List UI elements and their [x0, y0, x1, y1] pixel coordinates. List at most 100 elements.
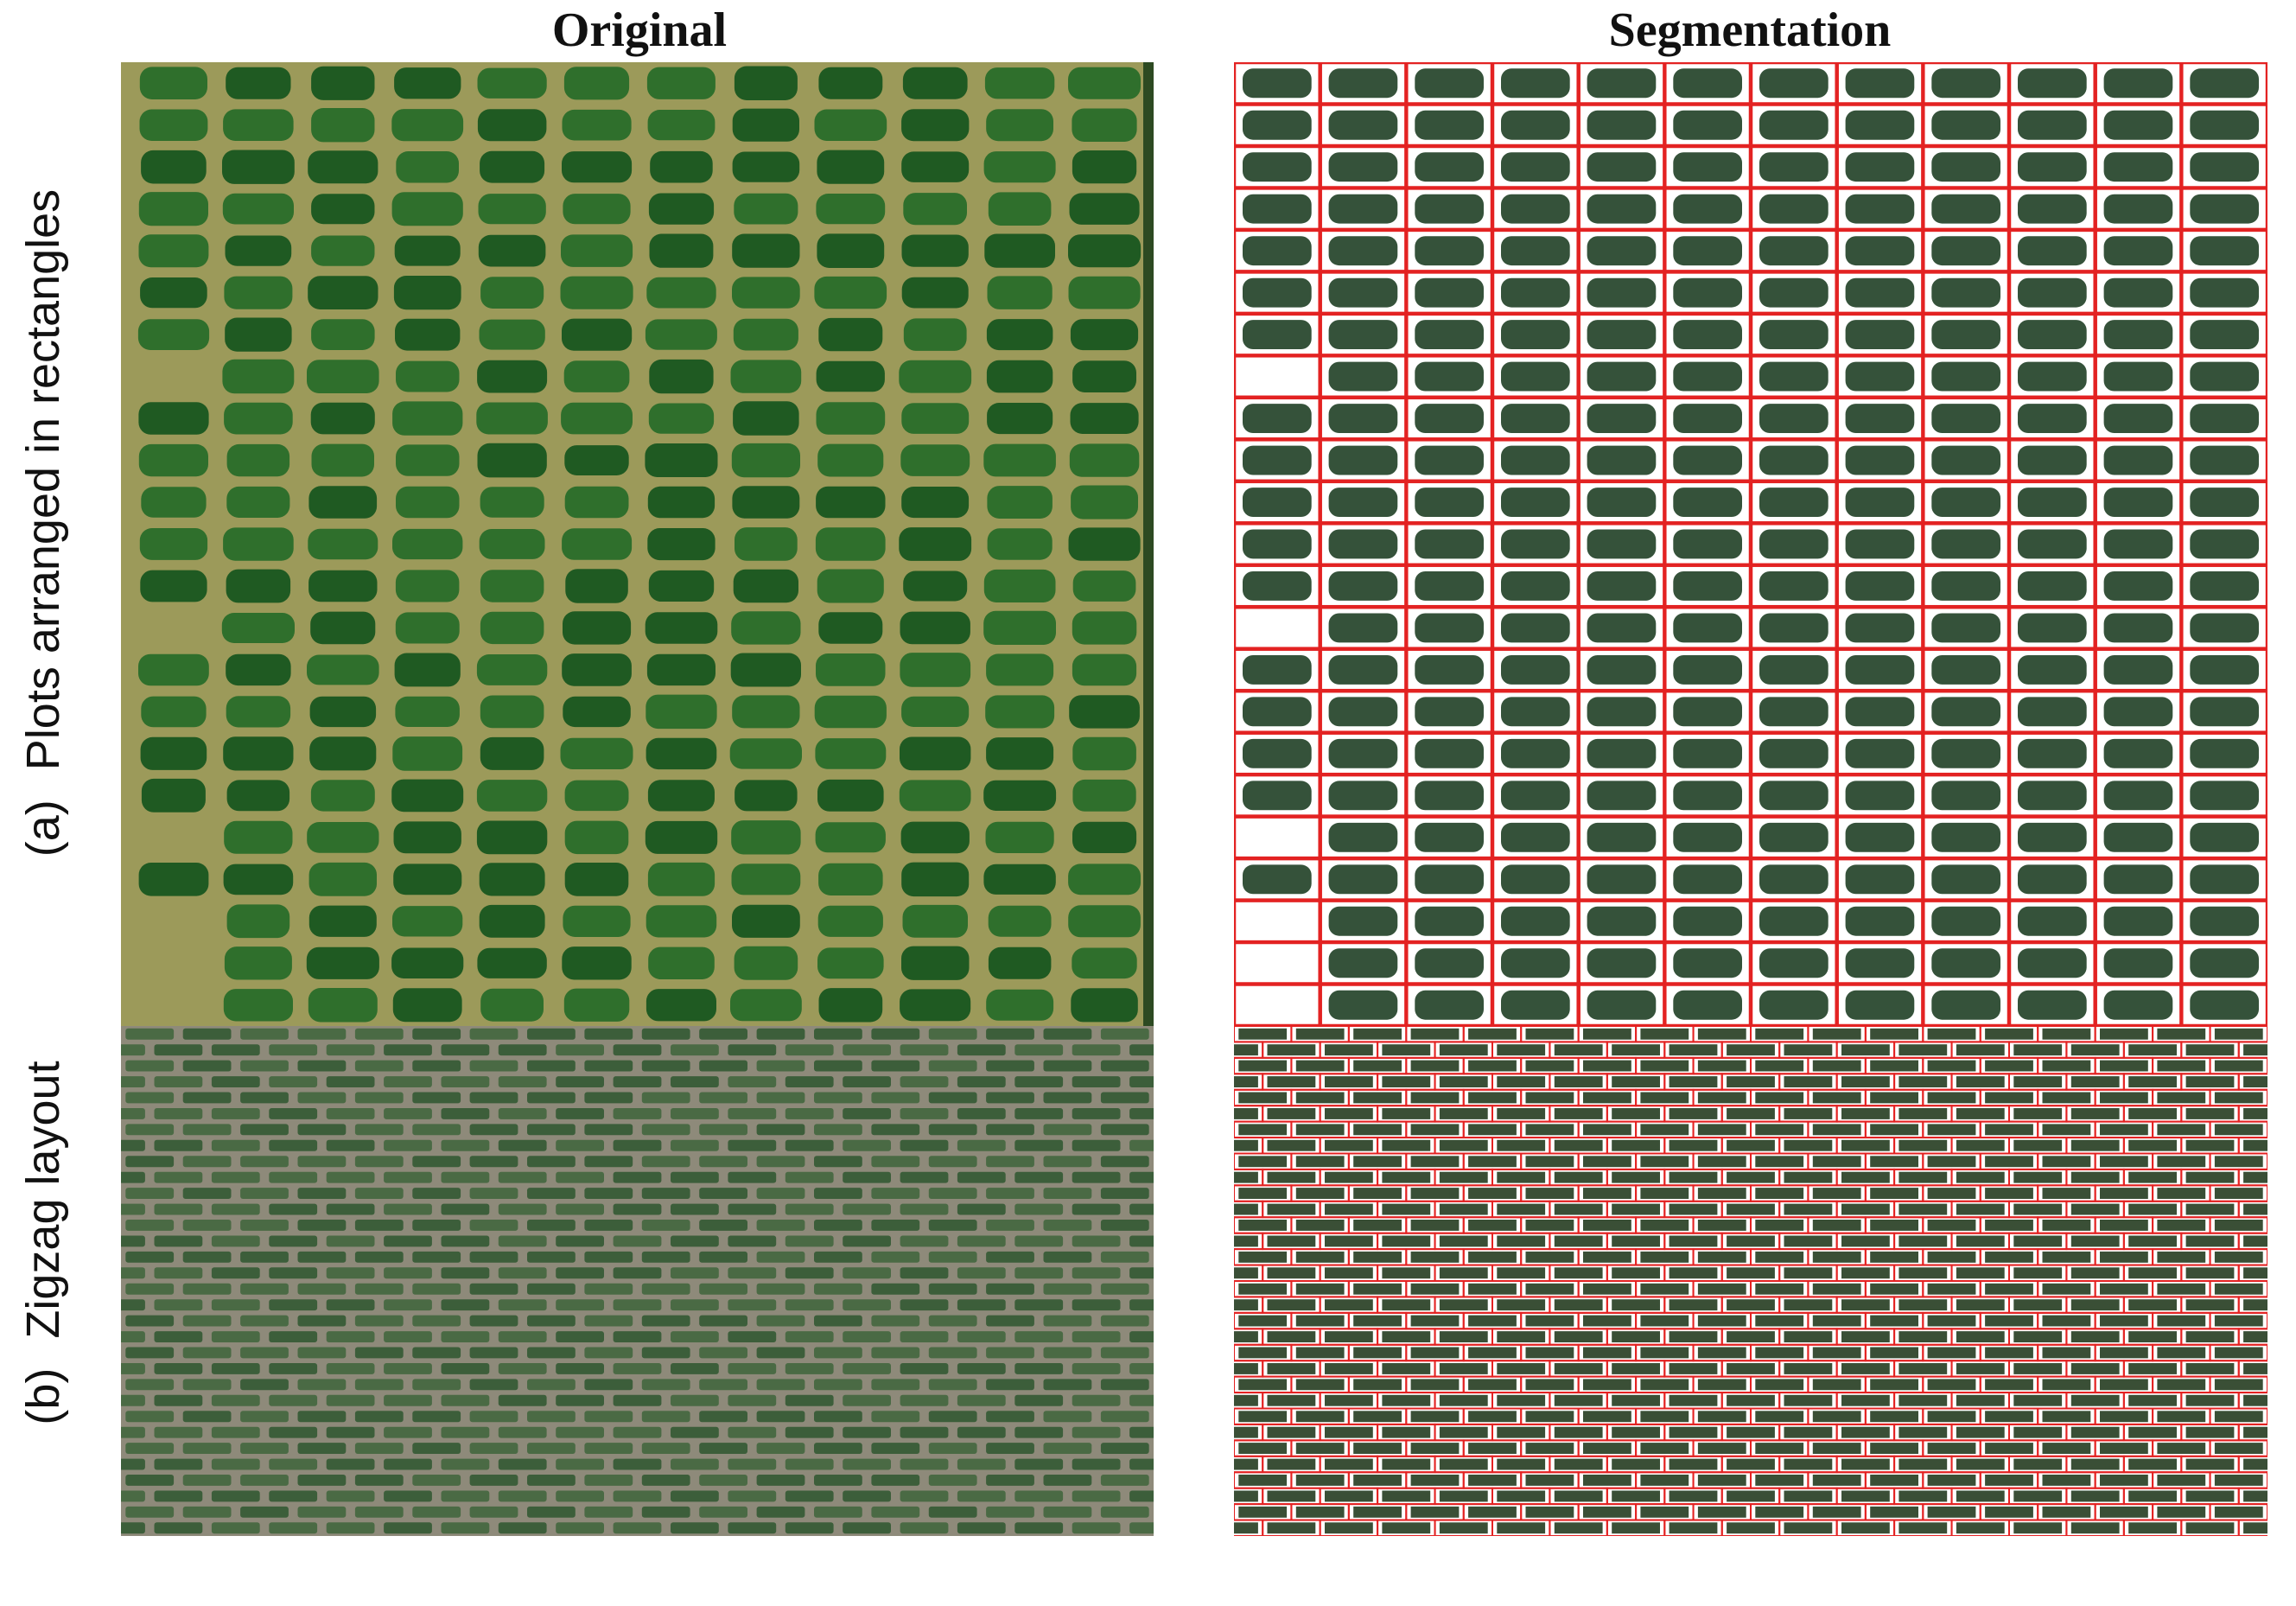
segment-box [2095, 355, 2182, 398]
plot [326, 1171, 375, 1183]
segmented-plot [1931, 404, 2000, 433]
segment-box [1406, 271, 1493, 315]
segmented-plot [1525, 1347, 1574, 1359]
segmented-plot [1812, 1347, 1861, 1359]
segmented-plot [2013, 1426, 2063, 1438]
plot [671, 1363, 719, 1374]
segmented-plot [1845, 404, 1915, 433]
segment-box [1234, 941, 1320, 985]
segmented-plot [1382, 1490, 1431, 1502]
segment-box [1923, 271, 2010, 315]
plot [182, 1092, 232, 1104]
segmented-plot [1328, 864, 1398, 895]
segmented-plot [1554, 1522, 1603, 1534]
segmented-plot [1295, 1475, 1345, 1486]
plot [957, 1076, 1006, 1087]
segmented-plot [1956, 1522, 2005, 1534]
segmented-plot [2190, 152, 2259, 182]
segmented-plot [2214, 1411, 2263, 1423]
plot [527, 1251, 576, 1263]
segmented-plot [1501, 320, 1570, 349]
segmented-plot [1554, 1203, 1603, 1215]
segmented-plot [2185, 1203, 2235, 1215]
plot [983, 780, 1057, 811]
segmented-plot [1415, 822, 1484, 852]
segment-box [1406, 857, 1493, 901]
segmented-plot [1587, 277, 1657, 308]
plot [814, 1060, 862, 1072]
plot [182, 1283, 232, 1295]
segment-box [1320, 397, 1407, 440]
segmented-plot [1931, 738, 2000, 768]
segmented-plot [1554, 1267, 1603, 1279]
segment-box [1664, 857, 1752, 901]
segmented-plot [1468, 1475, 1517, 1486]
plot [125, 1028, 175, 1040]
segmented-plot [1755, 1506, 1804, 1518]
segmented-plot [2185, 1426, 2235, 1438]
plot [1014, 1235, 1064, 1247]
segmented-plot [1784, 1044, 1833, 1056]
plot [986, 109, 1053, 142]
plot [756, 1156, 805, 1168]
segmented-plot [1612, 1426, 1660, 1438]
segmented-plot [1640, 1443, 1689, 1454]
segmented-plot [2100, 1188, 2148, 1199]
segmented-plot [2018, 613, 2087, 643]
segment-box [1234, 984, 1320, 1026]
plot [1072, 1044, 1121, 1056]
segmented-plot [1841, 1171, 1890, 1183]
plot [269, 1171, 318, 1183]
segmented-plot [2128, 1108, 2177, 1119]
plot [785, 1299, 834, 1311]
plot [613, 1522, 662, 1534]
plot [1014, 1299, 1064, 1311]
segment-box [2095, 732, 2182, 775]
segmented-plot [2042, 1028, 2091, 1040]
plot [269, 1076, 318, 1087]
segmented-plot [1587, 822, 1657, 852]
segmented-plot [1812, 1283, 1861, 1295]
plot [1100, 1028, 1149, 1040]
segment-box [1836, 564, 1924, 608]
plot [138, 863, 209, 896]
plot [671, 1458, 719, 1470]
segmented-plot [1243, 738, 1312, 768]
segmented-plot [1410, 1156, 1460, 1168]
segmented-plot [1673, 488, 1742, 517]
segmented-plot [2018, 655, 2087, 685]
plot [613, 1139, 662, 1151]
segmented-plot [1525, 1283, 1574, 1295]
plot [310, 402, 375, 435]
plot [154, 1203, 203, 1215]
segmented-plot [1238, 1347, 1288, 1359]
segmented-plot [1415, 948, 1484, 978]
segmented-plot [2214, 1060, 2263, 1072]
plot [641, 1443, 690, 1454]
plot [297, 1028, 347, 1040]
segmented-plot [2018, 445, 2087, 475]
plot [412, 1060, 461, 1072]
plot [871, 1092, 920, 1104]
plot [480, 487, 544, 518]
plot [584, 1188, 633, 1199]
plot [125, 1092, 175, 1104]
segmented-plot [2243, 1490, 2267, 1502]
segmented-plot [1587, 404, 1657, 433]
plot [613, 1076, 662, 1087]
plot [297, 1092, 347, 1104]
segmented-plot [2214, 1251, 2263, 1263]
plot [211, 1203, 260, 1215]
segmented-plot [1583, 1379, 1631, 1391]
plot [1072, 1394, 1121, 1406]
segment-box [2181, 606, 2267, 649]
plot [1014, 1203, 1064, 1215]
plot [527, 1506, 576, 1518]
segmented-plot [1845, 613, 1915, 643]
segmented-plot [1234, 1458, 1258, 1470]
plot [728, 1394, 777, 1406]
plot [1129, 1044, 1154, 1056]
plot [393, 864, 462, 895]
plot [223, 864, 294, 895]
segmented-plot [1234, 1139, 1258, 1151]
